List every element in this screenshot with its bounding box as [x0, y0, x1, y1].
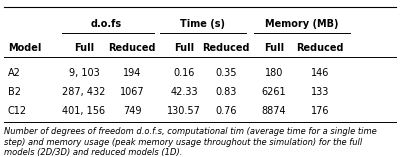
- Text: 194: 194: [123, 68, 141, 78]
- Text: 42.33: 42.33: [170, 87, 198, 97]
- Text: 0.35: 0.35: [215, 68, 237, 78]
- Text: C12: C12: [8, 106, 27, 116]
- Text: A2: A2: [8, 68, 21, 78]
- Text: step) and memory usage (peak memory usage throughout the simulation) for the ful: step) and memory usage (peak memory usag…: [4, 138, 362, 147]
- Text: Model: Model: [8, 43, 41, 53]
- Text: Full: Full: [74, 43, 94, 53]
- Text: 146: 146: [311, 68, 329, 78]
- Text: 0.83: 0.83: [215, 87, 237, 97]
- Text: Number of degrees of freedom d.o.f.s, computational tim (average time for a sing: Number of degrees of freedom d.o.f.s, co…: [4, 127, 377, 136]
- Text: 0.76: 0.76: [215, 106, 237, 116]
- Text: 9, 103: 9, 103: [69, 68, 99, 78]
- Text: 6261: 6261: [262, 87, 286, 97]
- Text: Time (s): Time (s): [180, 19, 224, 29]
- Text: Full: Full: [174, 43, 194, 53]
- Text: 176: 176: [311, 106, 329, 116]
- Text: 130.57: 130.57: [167, 106, 201, 116]
- Text: 8874: 8874: [262, 106, 286, 116]
- Text: Reduced: Reduced: [202, 43, 250, 53]
- Text: 133: 133: [311, 87, 329, 97]
- Text: d.o.fs: d.o.fs: [90, 19, 122, 29]
- Text: models (2D/3D) and reduced models (1D).: models (2D/3D) and reduced models (1D).: [4, 148, 182, 157]
- Text: Reduced: Reduced: [108, 43, 156, 53]
- Text: 180: 180: [265, 68, 283, 78]
- Text: 1067: 1067: [120, 87, 144, 97]
- Text: Reduced: Reduced: [296, 43, 344, 53]
- Text: 749: 749: [123, 106, 141, 116]
- Text: Memory (MB): Memory (MB): [265, 19, 339, 29]
- Text: 287, 432: 287, 432: [62, 87, 106, 97]
- Text: 0.16: 0.16: [173, 68, 195, 78]
- Text: Full: Full: [264, 43, 284, 53]
- Text: B2: B2: [8, 87, 21, 97]
- Text: 401, 156: 401, 156: [62, 106, 106, 116]
